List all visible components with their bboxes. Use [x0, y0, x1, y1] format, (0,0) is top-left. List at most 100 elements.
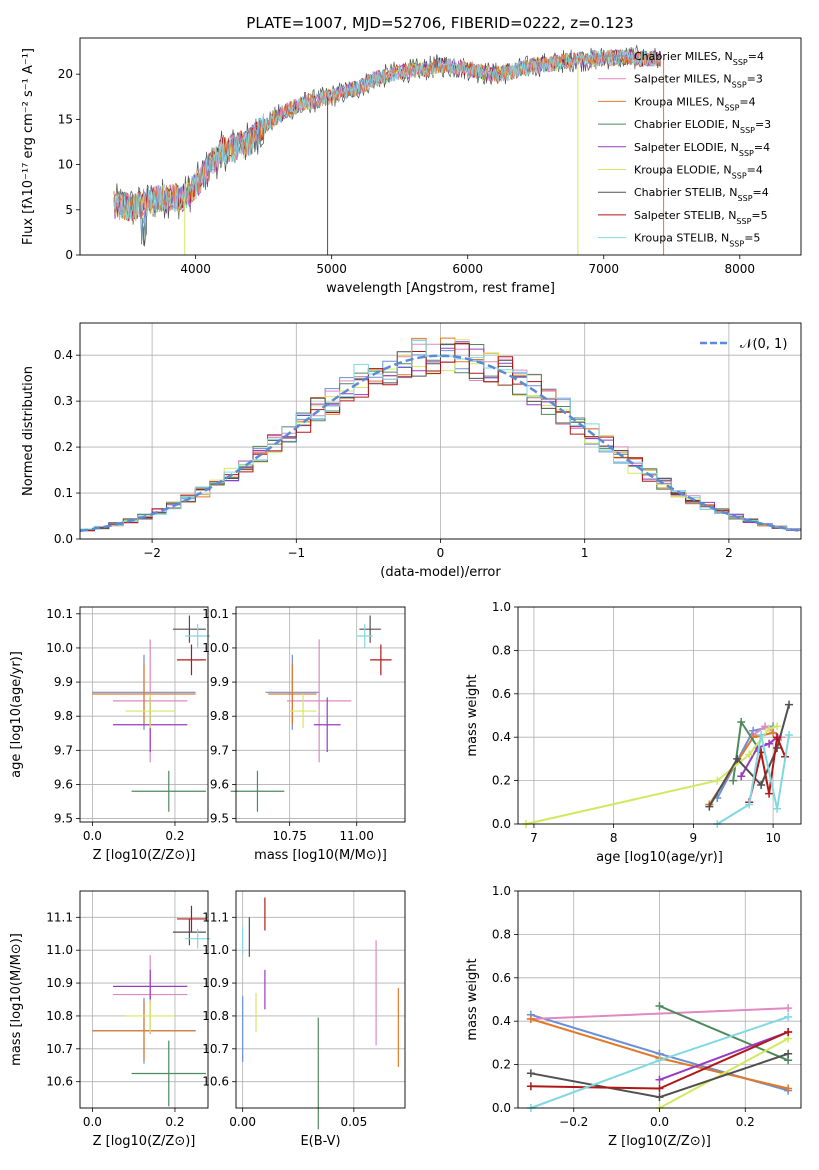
figure-title: PLATE=1007, MJD=52706, FIBERID=0222, z=0…: [246, 14, 633, 32]
errorbar-chabrier-stelib: [172, 918, 206, 946]
y-tick-label: 1.0: [492, 600, 511, 614]
weight-point-kroupa-elodie: [765, 724, 774, 733]
legend-entry: Salpeter MILES, NSSP=3: [634, 73, 763, 90]
axes: 0.0 0.2 10.6 10.7 10.8 10.9 11.0 11.1 Z [log10(Z…: [9, 890, 209, 1149]
weight-point-kroupa-elodie: [773, 722, 782, 731]
x-tick-label: 6000: [452, 262, 483, 276]
y-tick-label: 10.1: [46, 607, 73, 621]
x-tick-label: 0.2: [165, 1115, 184, 1129]
weight-point-kroupa-stelib: [773, 804, 782, 813]
errorbar-salpeter-elodie: [313, 697, 341, 753]
errorbar-chabrier-stelib: [359, 615, 381, 643]
weight-line-salpeter-elodie: [659, 1031, 789, 1081]
errorbar-salpeter-stelib: [177, 905, 206, 933]
y-tick-label: 9.5: [210, 812, 229, 826]
legend-entry: Chabrier STELIB, NSSP=4: [634, 186, 769, 203]
axes: −0.2 0.0 0.2 0.0 0.2 0.4 0.6 0.8 1.0 Z [log10(Z/Z…: [465, 884, 802, 1149]
y-tick-label: 9.6: [54, 777, 73, 791]
axes: 4000 5000 6000 7000 8000 0 5 10 15 20 wavelength […: [21, 37, 802, 296]
legend: 𝒩(0, 1): [700, 337, 787, 352]
x-tick-label: 0.0: [83, 1115, 102, 1129]
age-vs-mass-panel: 10.75 11.00 9.5 9.6 9.7 9.8 9.9 10.0 10.1 mass [l…: [202, 606, 406, 863]
errorbar-kroupa-miles: [268, 663, 317, 725]
weight-point-chabrier-stelib: [785, 700, 794, 709]
y-tick-label: 0.2: [492, 1058, 511, 1072]
mass-vs-metallicity-panel: 0.0 0.2 10.6 10.7 10.8 10.9 11.0 11.1 Z [log10(Z…: [9, 890, 211, 1149]
x-tick-label: 0.0: [650, 1115, 669, 1129]
y-tick-label: 0.8: [492, 643, 511, 657]
x-axis-label: Z [log10(Z/Z⊙)]: [93, 848, 196, 863]
errorbar-kroupa-elodie: [289, 694, 317, 729]
errorbar-chabrier-stelib: [172, 615, 206, 643]
x-tick-label: 2: [725, 546, 733, 560]
spectrum-panel: 4000 5000 6000 7000 8000 0 5 10 15 20 wavelength […: [21, 37, 802, 296]
x-tick-label: 1: [581, 546, 589, 560]
weight-point-salpeter-stelib: [765, 789, 774, 798]
x-axis-label: Z [log10(Z/Z⊙)]: [608, 1134, 711, 1149]
plot-area: [521, 700, 794, 828]
weight-point-chabrier-elodie: [729, 776, 738, 785]
legend-entry: Salpeter ELODIE, NSSP=4: [634, 141, 770, 158]
mass-weight-vs-metallicity-panel: −0.2 0.0 0.2 0.0 0.2 0.4 0.6 0.8 1.0 Z [log10(Z/Z…: [465, 884, 802, 1149]
legend-entry: Chabrier ELODIE, NSSP=3: [634, 118, 771, 135]
y-tick-label: 11.1: [46, 910, 73, 924]
weight-point-chabrier-stelib: [655, 1093, 664, 1102]
y-tick-label: 9.9: [54, 675, 73, 689]
weight-point-chabrier-stelib: [733, 754, 742, 763]
axes-frame: [235, 890, 406, 1109]
y-tick-label: 0.4: [54, 348, 73, 362]
errorbar-kroupa-miles: [92, 663, 196, 725]
legend-entry: Chabrier MILES, NSSP=4: [634, 50, 764, 67]
errorbar-salpeter-stelib: [177, 644, 206, 676]
axes-frame: [79, 322, 802, 540]
weight-point-kroupa-stelib: [745, 800, 754, 809]
weight-point-kroupa-stelib: [757, 731, 766, 740]
y-axis-label: Normed distribution: [21, 366, 36, 496]
weight-point-kroupa-stelib: [655, 1056, 664, 1065]
legend-entry: 𝒩(0, 1): [740, 337, 787, 352]
gridlines: [236, 607, 405, 822]
y-tick-label: 0.6: [492, 971, 511, 985]
weight-point-chabrier-stelib: [757, 780, 766, 789]
y-axis-label: Flux [fλ10⁻¹⁷ erg cm⁻² s⁻¹ A⁻¹]: [21, 48, 36, 245]
gridlines: [518, 606, 801, 825]
y-tick-label: 10.0: [202, 641, 229, 655]
weight-point-salpeter-stelib: [784, 1028, 793, 1037]
y-tick-label: 0.0: [492, 1101, 511, 1115]
y-tick-label: 10.0: [46, 641, 73, 655]
y-tick-label: 10.6: [202, 1075, 229, 1089]
y-tick-label: 10: [58, 158, 73, 172]
y-tick-label: 10.7: [46, 1042, 73, 1056]
errorbar-chabrier-elodie: [131, 1040, 206, 1107]
y-tick-label: 10.8: [202, 1009, 229, 1023]
y-tick-label: 0.3: [54, 394, 73, 408]
x-tick-label: 7000: [588, 262, 619, 276]
y-tick-label: 0.2: [492, 774, 511, 788]
weight-point-kroupa-elodie: [713, 776, 722, 785]
x-tick-label: 0.2: [736, 1115, 755, 1129]
errorbar-salpeter-miles: [286, 639, 352, 763]
y-axis-label: mass weight: [465, 958, 480, 1040]
errorbar-chabrier-elodie: [230, 770, 285, 812]
y-tick-label: 9.5: [54, 812, 73, 826]
axes: 0.00 0.05 10.6 10.7 10.8 10.9 11.0 11.1 E(B-V): [202, 890, 406, 1149]
errorbar-salpeter-elodie: [113, 969, 188, 1003]
y-tick-label: 10.9: [46, 976, 73, 990]
y-tick-label: 9.6: [210, 777, 229, 791]
y-tick-label: 5: [65, 203, 73, 217]
x-axis-label: mass [log10(M/M⊙)]: [254, 848, 387, 863]
y-tick-label: 11.1: [202, 910, 229, 924]
histogram-salpeter-stelib: [80, 343, 801, 532]
legend-entry: Kroupa ELODIE, NSSP=4: [634, 164, 763, 181]
y-tick-label: 9.8: [210, 709, 229, 723]
weight-point-salpeter-stelib: [655, 1084, 664, 1093]
errorbar-kroupa-stelib: [185, 624, 211, 648]
y-tick-label: 1.0: [492, 884, 511, 898]
weight-line-chabrier-elodie: [659, 1005, 789, 1062]
errorbar-salpeter-stelib: [370, 644, 392, 676]
gridlines: [236, 891, 405, 1108]
plot-area: [79, 337, 802, 533]
y-tick-label: 0.6: [492, 687, 511, 701]
x-axis-label: E(B-V): [300, 1134, 340, 1149]
